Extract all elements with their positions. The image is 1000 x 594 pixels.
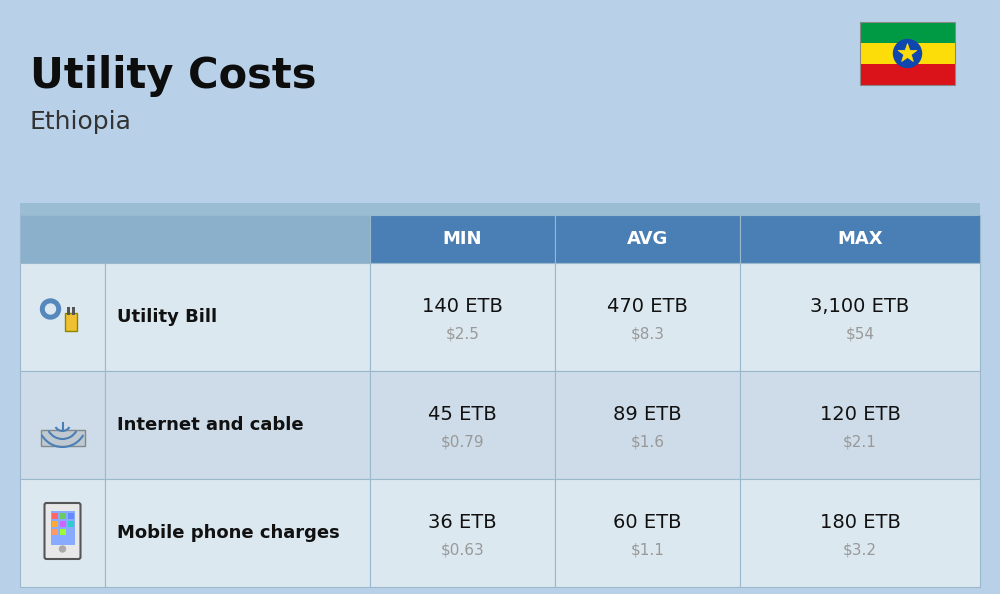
Bar (20, 263, 105, 371)
Bar (860, 64, 955, 85)
Bar (105, 371, 370, 479)
Bar (60, 513, 66, 519)
Bar (64, 313, 76, 331)
Bar (555, 263, 740, 371)
Text: $1.6: $1.6 (631, 434, 664, 450)
Text: MAX: MAX (837, 230, 883, 248)
Polygon shape (898, 43, 917, 62)
Text: $3.2: $3.2 (843, 542, 877, 558)
Bar (860, 22, 955, 85)
Text: 120 ETB: 120 ETB (820, 405, 900, 424)
Text: Ethiopia: Ethiopia (30, 110, 132, 134)
Bar (50, 511, 74, 545)
Circle shape (60, 546, 66, 552)
Circle shape (894, 39, 922, 68)
Text: 89 ETB: 89 ETB (613, 405, 682, 424)
Bar (860, 22, 955, 43)
Text: 180 ETB: 180 ETB (820, 513, 900, 532)
Text: Utility Bill: Utility Bill (117, 308, 217, 326)
Bar (20, 479, 105, 587)
Text: Internet and cable: Internet and cable (117, 416, 304, 434)
Text: $2.5: $2.5 (446, 327, 479, 342)
Bar (20, 215, 370, 263)
Bar (52, 513, 58, 519)
Bar (66, 307, 70, 315)
Bar (20, 371, 105, 479)
Bar (555, 215, 740, 263)
Text: Utility Costs: Utility Costs (30, 55, 316, 97)
Text: $0.79: $0.79 (441, 434, 484, 450)
Bar (60, 521, 66, 527)
Text: 60 ETB: 60 ETB (613, 513, 682, 532)
Bar (72, 307, 74, 315)
Bar (105, 479, 370, 587)
Bar (740, 479, 980, 587)
Bar (740, 371, 980, 479)
Circle shape (40, 299, 60, 319)
Bar (52, 521, 58, 527)
Text: 140 ETB: 140 ETB (422, 296, 503, 315)
Text: 45 ETB: 45 ETB (428, 405, 497, 424)
Bar (370, 263, 555, 371)
Text: AVG: AVG (627, 230, 668, 248)
Text: 3,100 ETB: 3,100 ETB (810, 296, 910, 315)
Bar (370, 479, 555, 587)
Bar (60, 529, 66, 535)
Bar (555, 371, 740, 479)
Text: $54: $54 (846, 327, 874, 342)
Text: Mobile phone charges: Mobile phone charges (117, 524, 340, 542)
Bar (860, 43, 955, 64)
Bar (68, 513, 74, 519)
Bar (740, 263, 980, 371)
Text: MIN: MIN (443, 230, 482, 248)
Text: 470 ETB: 470 ETB (607, 296, 688, 315)
FancyBboxPatch shape (44, 503, 80, 559)
Circle shape (46, 304, 56, 314)
Bar (20, 203, 980, 215)
Bar (40, 430, 84, 446)
Text: $0.63: $0.63 (441, 542, 484, 558)
Text: $2.1: $2.1 (843, 434, 877, 450)
Text: $1.1: $1.1 (631, 542, 664, 558)
Bar (105, 263, 370, 371)
Bar (740, 215, 980, 263)
Bar (370, 215, 555, 263)
Text: $8.3: $8.3 (631, 327, 664, 342)
Bar (68, 521, 74, 527)
Text: 36 ETB: 36 ETB (428, 513, 497, 532)
Bar (52, 529, 58, 535)
Bar (555, 479, 740, 587)
Bar (370, 371, 555, 479)
